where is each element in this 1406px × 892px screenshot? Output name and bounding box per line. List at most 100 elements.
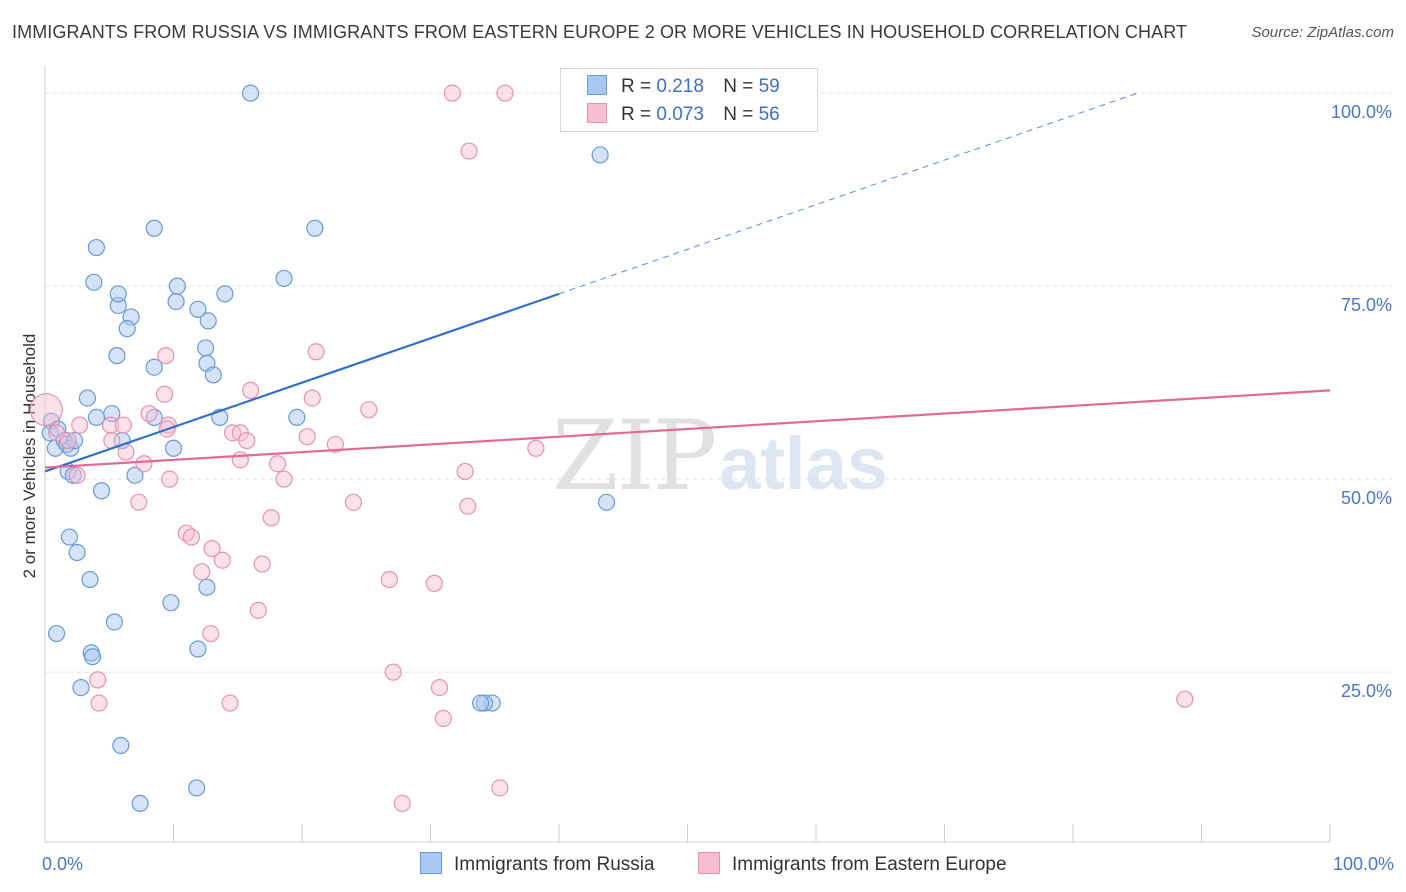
data-point-russia [92, 482, 111, 500]
data-point-eastern-europe [242, 381, 260, 399]
legend-r-label: R = [621, 104, 652, 125]
data-point-russia [472, 694, 490, 712]
trend-lines [44, 92, 1331, 473]
data-point-eastern-europe [434, 709, 452, 728]
data-point-russia [164, 439, 183, 457]
data-point-russia [72, 678, 90, 697]
data-point-eastern-europe [326, 435, 345, 454]
trend-line-russia [44, 292, 560, 473]
trend-line-eastern-europe [44, 389, 1331, 469]
data-point-russia [78, 389, 97, 407]
bottom-legend-russia: Immigrants from Russia [420, 852, 655, 876]
data-point-russia [145, 219, 163, 237]
correlation-legend: R = 0.218 N = 59 R = 0.073 N = 56 [560, 68, 818, 132]
series-russia-points [41, 84, 616, 813]
bottom-legend-swatch-russia [420, 852, 442, 874]
data-point-eastern-europe [182, 528, 201, 546]
data-point-eastern-europe [59, 431, 77, 450]
data-point-russia [145, 358, 163, 376]
legend-r-value-russia: 0.218 [656, 76, 704, 97]
source-credit: Source: ZipAtlas.com [1251, 24, 1394, 41]
y-tick-label: 50.0% [1341, 488, 1392, 508]
data-point-eastern-europe [253, 555, 271, 573]
data-point-eastern-europe [496, 84, 514, 102]
data-point-russia [167, 293, 185, 311]
data-point-eastern-europe [268, 455, 287, 473]
bottom-legend-label-russia: Immigrants from Russia [454, 854, 655, 875]
data-point-eastern-europe [344, 493, 362, 511]
data-point-eastern-europe [202, 624, 220, 643]
data-point-eastern-europe [221, 694, 239, 712]
data-point-russia [199, 312, 217, 330]
data-point-eastern-europe [89, 671, 107, 689]
data-point-russia [108, 347, 126, 365]
axes [44, 66, 1331, 843]
data-point-eastern-europe [114, 416, 132, 434]
data-point-eastern-europe [90, 694, 108, 712]
x-tick-label-max: 100.0% [1333, 854, 1394, 874]
legend-swatch-eastern-europe [587, 103, 607, 123]
legend-row-eastern-europe: R = 0.073 N = 56 [587, 103, 780, 127]
data-point-eastern-europe [430, 678, 449, 697]
data-point-eastern-europe [249, 601, 267, 620]
legend-r-value-eastern-europe: 0.073 [656, 104, 704, 125]
data-point-eastern-europe [298, 428, 316, 446]
data-point-russia [109, 285, 127, 303]
data-point-eastern-europe [307, 343, 325, 361]
legend-r-label: R = [621, 76, 652, 97]
data-point-russia [204, 366, 222, 384]
watermark-zip: ZIP [552, 400, 717, 512]
data-point-russia [168, 277, 186, 295]
bottom-legend-label-eastern-europe: Immigrants from Eastern Europe [732, 854, 1007, 875]
data-point-eastern-europe [262, 509, 280, 527]
data-point-eastern-europe [459, 497, 477, 515]
data-point-russia [198, 578, 216, 596]
data-point-eastern-europe [1176, 690, 1194, 708]
data-point-eastern-europe [491, 779, 509, 797]
data-point-russia [47, 624, 66, 643]
data-point-eastern-europe [161, 470, 179, 488]
data-point-russia [81, 570, 99, 589]
data-point-russia [68, 543, 86, 562]
legend-n-value-eastern-europe: 56 [758, 104, 780, 125]
data-point-eastern-europe [384, 663, 402, 681]
data-point-russia [60, 528, 79, 546]
y-tick-label: 100.0% [1331, 102, 1392, 122]
data-point-eastern-europe [443, 84, 461, 102]
data-point-russia [85, 273, 103, 291]
data-point-russia [83, 648, 102, 666]
data-point-eastern-europe [303, 389, 321, 407]
data-point-russia [197, 339, 215, 357]
data-point-russia [131, 794, 149, 813]
data-point-russia [162, 594, 180, 612]
legend-row-russia: R = 0.218 N = 59 [587, 75, 780, 99]
data-point-eastern-europe [140, 404, 158, 423]
watermark-atlas: atlas [719, 422, 888, 505]
data-point-eastern-europe [130, 493, 148, 511]
data-point-eastern-europe [275, 470, 293, 488]
data-point-eastern-europe [68, 466, 86, 484]
data-point-russia [188, 779, 206, 797]
x-tick-label-min: 0.0% [42, 854, 83, 874]
data-point-eastern-europe [193, 563, 211, 581]
data-point-russia [591, 146, 609, 164]
legend-n-value-russia: 59 [758, 76, 780, 97]
data-point-russia [87, 408, 106, 426]
data-point-russia [87, 238, 106, 257]
data-point-eastern-europe [456, 462, 474, 481]
data-point-eastern-europe [213, 551, 231, 569]
data-point-russia [288, 408, 306, 426]
data-point-russia [64, 466, 82, 484]
data-point-russia [597, 493, 616, 511]
series-eastern-europe-points [29, 84, 1194, 813]
data-point-eastern-europe [155, 385, 174, 403]
data-point-russia [126, 466, 144, 484]
data-point-russia [189, 300, 207, 318]
data-point-russia [105, 613, 123, 631]
data-point-eastern-europe [157, 347, 175, 365]
data-point-russia [189, 640, 207, 658]
trend-line-russia-extension [558, 92, 1138, 295]
data-point-eastern-europe [29, 393, 63, 427]
watermark: ZIPatlas [552, 400, 888, 512]
bottom-legend-swatch-eastern-europe [698, 852, 720, 874]
